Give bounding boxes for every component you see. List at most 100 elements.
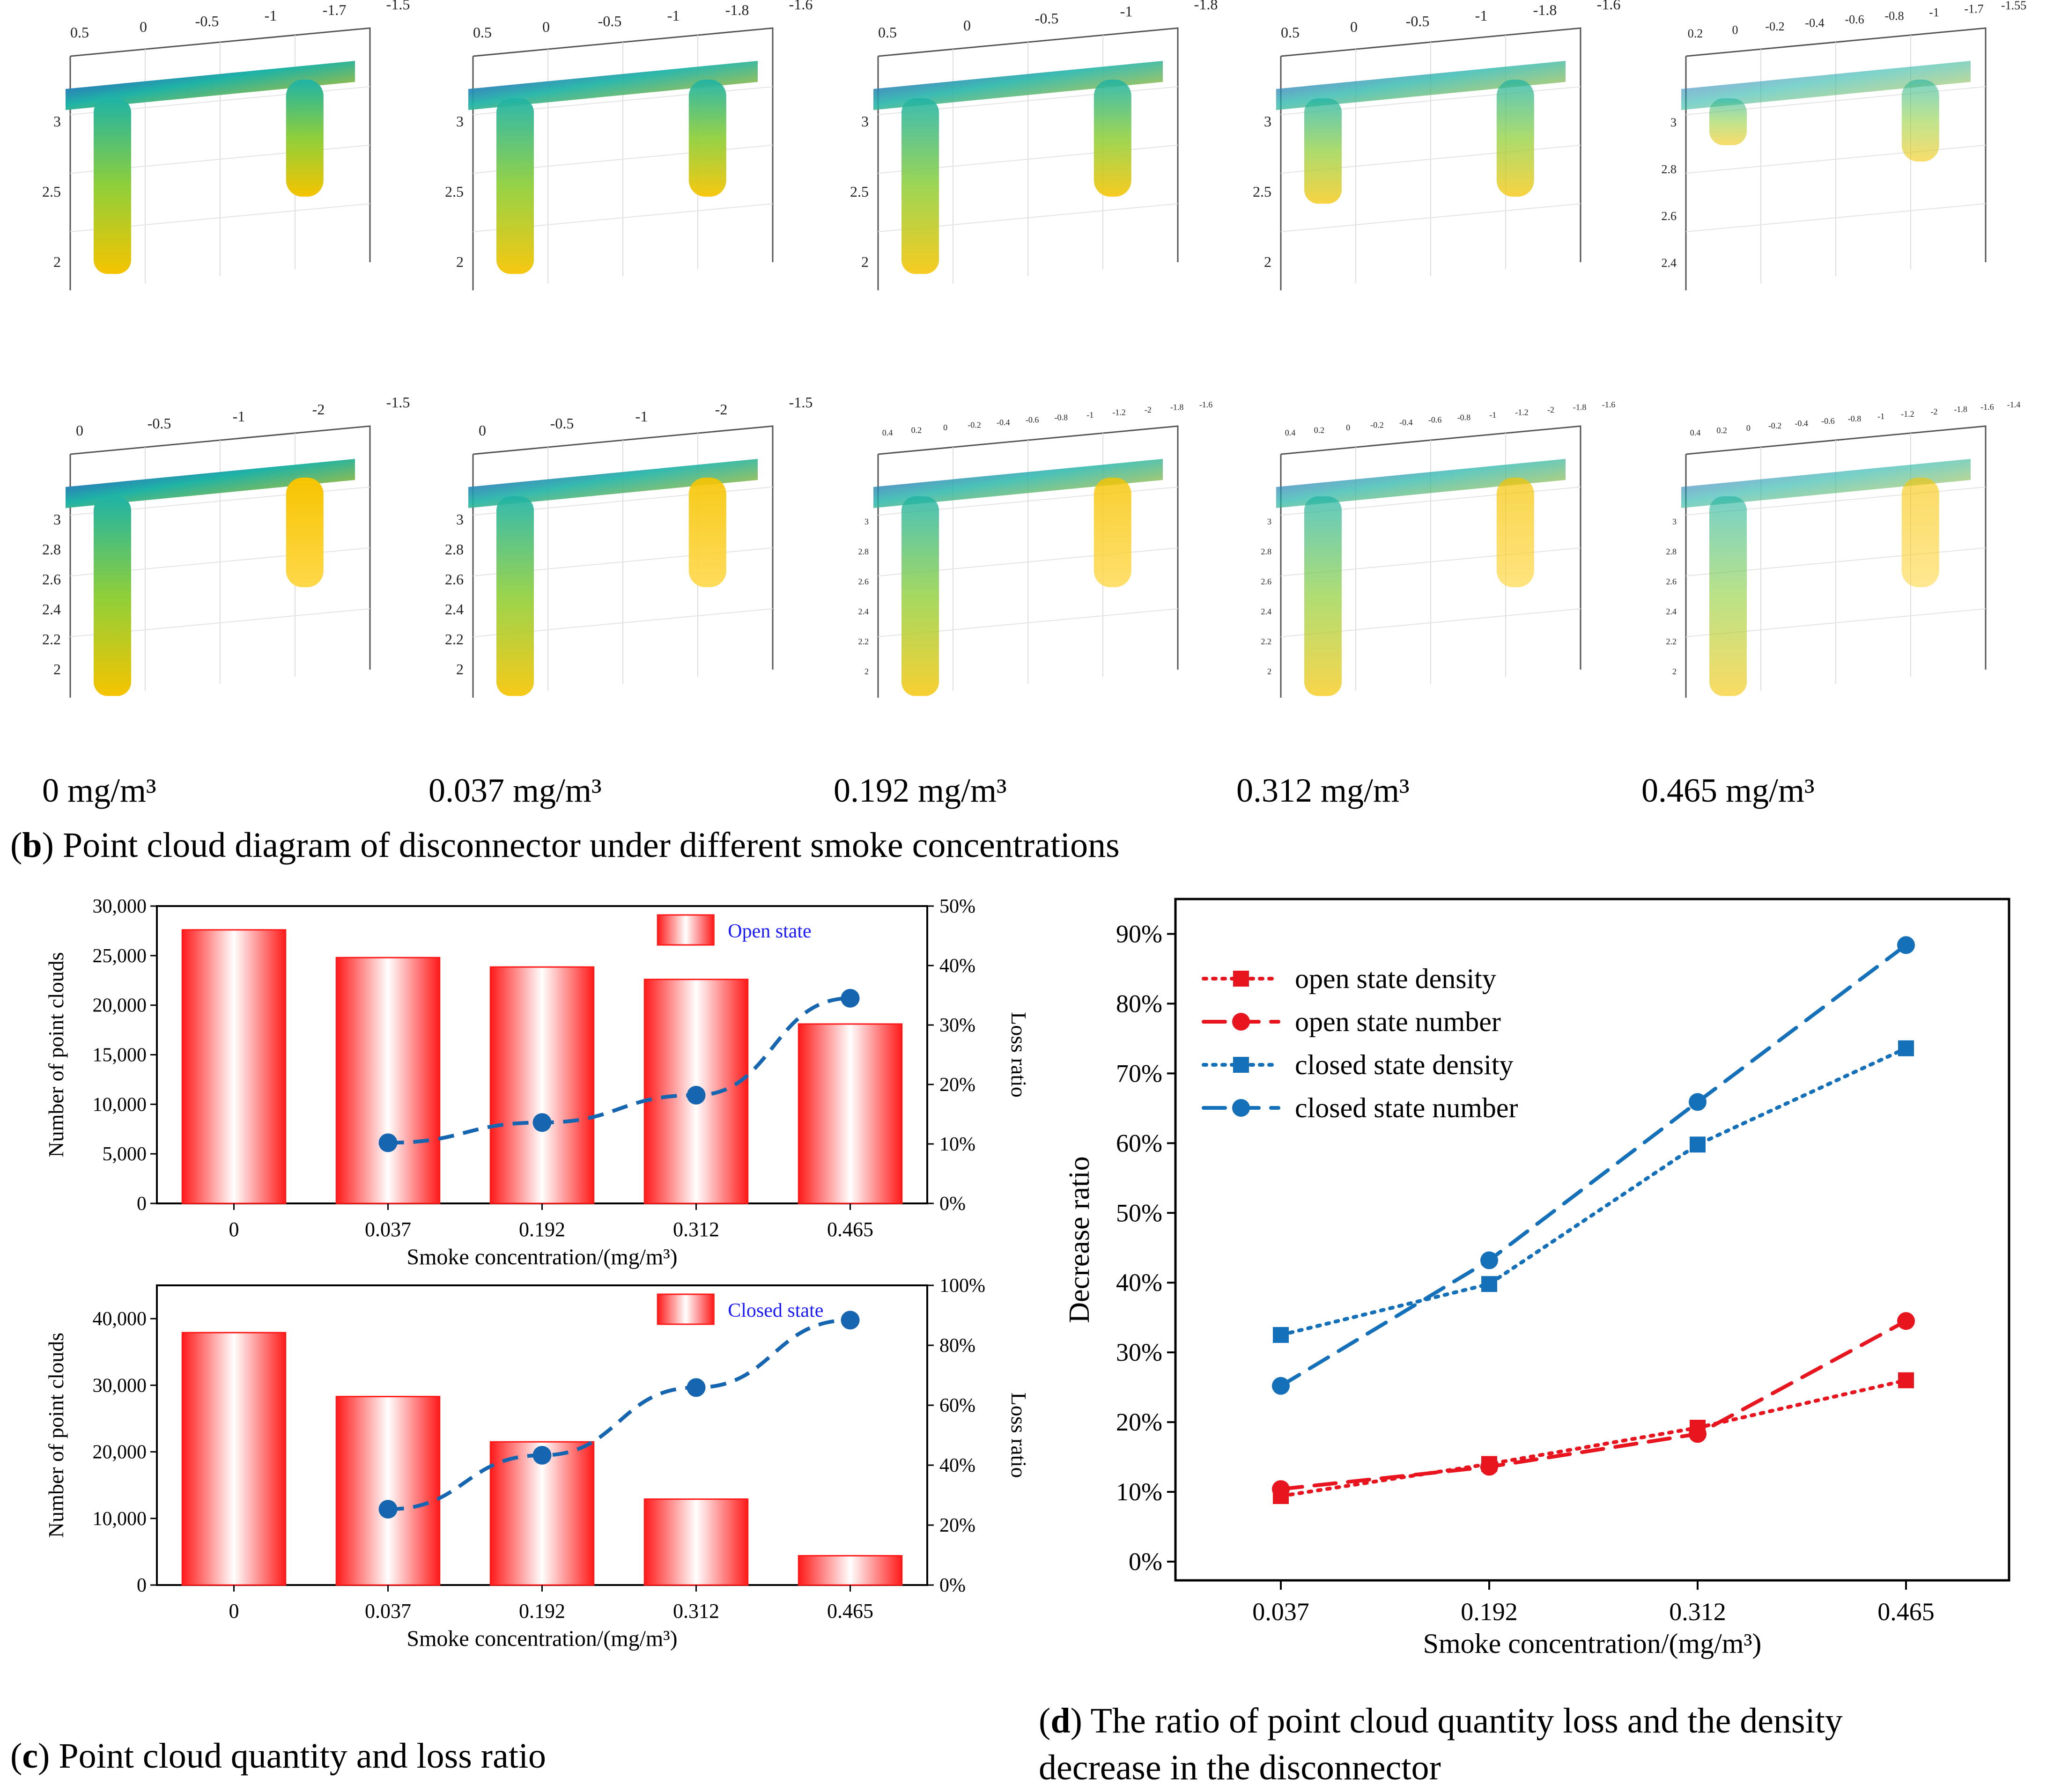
thumb-x-tick: -0.4 [997, 418, 1010, 427]
secondary-axis-title: Loss ratio [1007, 1012, 1031, 1098]
thumb-x-tick: 0.5 [473, 24, 492, 41]
thumb-x-tick: 0.4 [1285, 428, 1296, 437]
thumb-x-tick: -0.6 [1026, 415, 1039, 425]
thumb-x-tick: 0 [1746, 423, 1751, 433]
series-point-circle [1689, 1093, 1707, 1111]
left-tick-label: 30,000 [93, 1375, 147, 1396]
cloud-left-leg [901, 98, 939, 274]
right-tick-label: 50% [939, 896, 975, 917]
thumb-y-tick: 2.8 [42, 541, 61, 558]
thumb-x-tick: -1.5 [386, 0, 410, 13]
cloud-crossbar [468, 459, 758, 508]
thumb-y-tick: 2 [456, 253, 464, 270]
thumb-y-tick: 2.4 [1662, 256, 1677, 270]
closed-cloud-thumb-4: 3 2.8 2.6 2.4 2.2 2 0.4 0.2 0 -0.2 -0.4 -0.6 -0.8 -1 -… [1666, 400, 2020, 698]
legend-marker [1233, 971, 1249, 987]
thumb-x-tick: -2 [1145, 405, 1152, 414]
loss-ratio-point [841, 988, 860, 1008]
thumb-x-tick: -0.2 [1768, 421, 1782, 430]
cloud-left-leg [94, 98, 131, 274]
cloud-right-leg [1901, 478, 1939, 587]
series-line-3 [1279, 943, 1908, 1388]
plot-frame [1174, 898, 2010, 1582]
thumb-y-tick: 3 [864, 517, 869, 526]
series-point-circle [1480, 1458, 1498, 1476]
right-tick-label: 80% [939, 1335, 975, 1357]
loss-ratio-line [388, 996, 850, 1145]
open-cloud-thumb-0: 3 2.5 2 0.5 0 -0.5 -1 -1.7 -1.5 [42, 0, 410, 290]
open-cloud-thumb-3: 3 2.5 2 0.5 0 -0.5 -1 -1.8 -1.6 [1253, 0, 1620, 290]
secondary-axis-title: Loss ratio [1007, 1393, 1031, 1478]
concentration-label-2: 0.192 mg/m³ [834, 772, 1007, 809]
svg-text:(b) Point cloud diagram of dis: (b) Point cloud diagram of disconnector … [10, 826, 1120, 865]
panel-c-caption-text: Point cloud quantity and loss ratio [59, 1736, 546, 1776]
thumb-x-tick: 0.2 [1688, 27, 1703, 40]
x-tick-label: 0.465 [1877, 1598, 1935, 1626]
cloud-crossbar [873, 61, 1163, 110]
thumb-x-tick: 0.4 [882, 428, 893, 437]
thumb-y-tick: 2.4 [445, 601, 464, 618]
y-axis-title: Number of point clouds [44, 952, 68, 1157]
loss-ratio-point [532, 1445, 552, 1465]
thumb-x-tick: -1.6 [1597, 0, 1621, 13]
thumb-x-tick: -1.8 [1170, 402, 1184, 412]
y-tick-label: 50% [1116, 1199, 1162, 1227]
thumb-x-tick: -0.4 [1805, 16, 1824, 30]
closed-cloud-thumb-1: 3 2.8 2.6 2.4 2.2 2 0 -0.5 -1 -2 -1.5 [445, 394, 813, 698]
cloud-crossbar [468, 61, 758, 110]
right-tick-label: 0% [939, 1193, 966, 1215]
thumb-x-tick: 0.5 [70, 24, 89, 41]
series-line-0 [1279, 1378, 1908, 1498]
thumb-x-tick: -2 [715, 401, 728, 418]
panel-d-caption-line2: decrease in the disconnector [1039, 1748, 1441, 1787]
y-tick-label: 20% [1116, 1408, 1162, 1436]
cloud-left-leg [1709, 496, 1747, 696]
concentration-label-1: 0.037 mg/m³ [429, 772, 602, 809]
thumb-x-tick: -1.6 [1980, 402, 1994, 412]
thumb-x-tick: -1.8 [725, 1, 749, 18]
x-tick-label: 0.312 [673, 1218, 719, 1241]
thumb-y-tick: 2.5 [445, 183, 464, 200]
thumb-y-tick: 2.6 [445, 571, 464, 588]
thumb-y-tick: 3 [1264, 113, 1271, 130]
thumb-x-tick: -0.6 [1821, 416, 1835, 426]
panel-b-point-clouds: 3 2.5 2 0.5 0 -0.5 -1 -1.7 -1.5 3 2.8 2.6 2.4 2.2 2 0 -0… [42, 0, 2026, 698]
cloud-right-leg [688, 80, 726, 197]
thumb-x-tick: -1.2 [1901, 409, 1914, 419]
thumb-x-tick: -1.7 [1964, 2, 1983, 16]
chart-open-state: 0 5,000 10,000 15,000 20,000 25,000 30,000 0 0.0… [44, 896, 1031, 1269]
thumb-y-tick: 3 [1267, 517, 1271, 526]
x-tick-label: 0.312 [673, 1600, 719, 1622]
thumb-y-tick: 3 [53, 113, 61, 130]
thumb-y-tick: 2 [861, 253, 869, 270]
open-cloud-thumb-4: 3 2.8 2.6 2.4 0.2 0 -0.2 -0.4 -0.6 -0.8 -1 -1.7 -1.5… [1662, 0, 2026, 290]
cloud-crossbar [1276, 61, 1566, 110]
thumb-x-tick: -0.5 [1406, 13, 1430, 29]
thumb-x-tick: -1 [1877, 412, 1884, 421]
right-tick-label: 60% [939, 1395, 975, 1416]
thumb-y-tick: 2.2 [445, 631, 464, 648]
thumb-y-tick: 2 [53, 661, 61, 678]
series-point-square [1273, 1327, 1289, 1343]
thumb-y-tick: 2.5 [1253, 183, 1271, 200]
y-tick-label: 70% [1116, 1059, 1162, 1087]
thumb-y-tick: 3 [456, 113, 464, 130]
series-point-circle [1689, 1425, 1707, 1443]
cloud-right-leg [1901, 80, 1939, 162]
thumb-x-tick: -0.5 [1035, 10, 1059, 27]
panel-d-caption: (d) The ratio of point cloud quantity lo… [1039, 1701, 1843, 1787]
right-tick-label: 30% [939, 1015, 975, 1036]
concentration-label-0: 0 mg/m³ [42, 772, 156, 809]
series-line-1 [1279, 1319, 1908, 1491]
cloud-left-leg [94, 496, 131, 696]
thumb-x-tick: -1.5 [789, 394, 813, 411]
cloud-crossbar [1681, 61, 1971, 110]
x-axis-title: Smoke concentration/(mg/m³) [406, 1245, 677, 1269]
y-tick-label: 60% [1116, 1129, 1162, 1157]
thumb-x-tick: 0 [479, 422, 486, 439]
x-tick-label: 0.037 [365, 1218, 411, 1241]
legend-label: closed state number [1295, 1092, 1518, 1123]
series-point-square [1481, 1276, 1497, 1292]
closed-cloud-thumb-2: 3 2.8 2.6 2.4 2.2 2 0.4 0.2 0 -0.2 -0.4 -0.6 -0.8 -1 -… [858, 400, 1212, 698]
bar [335, 957, 441, 1204]
